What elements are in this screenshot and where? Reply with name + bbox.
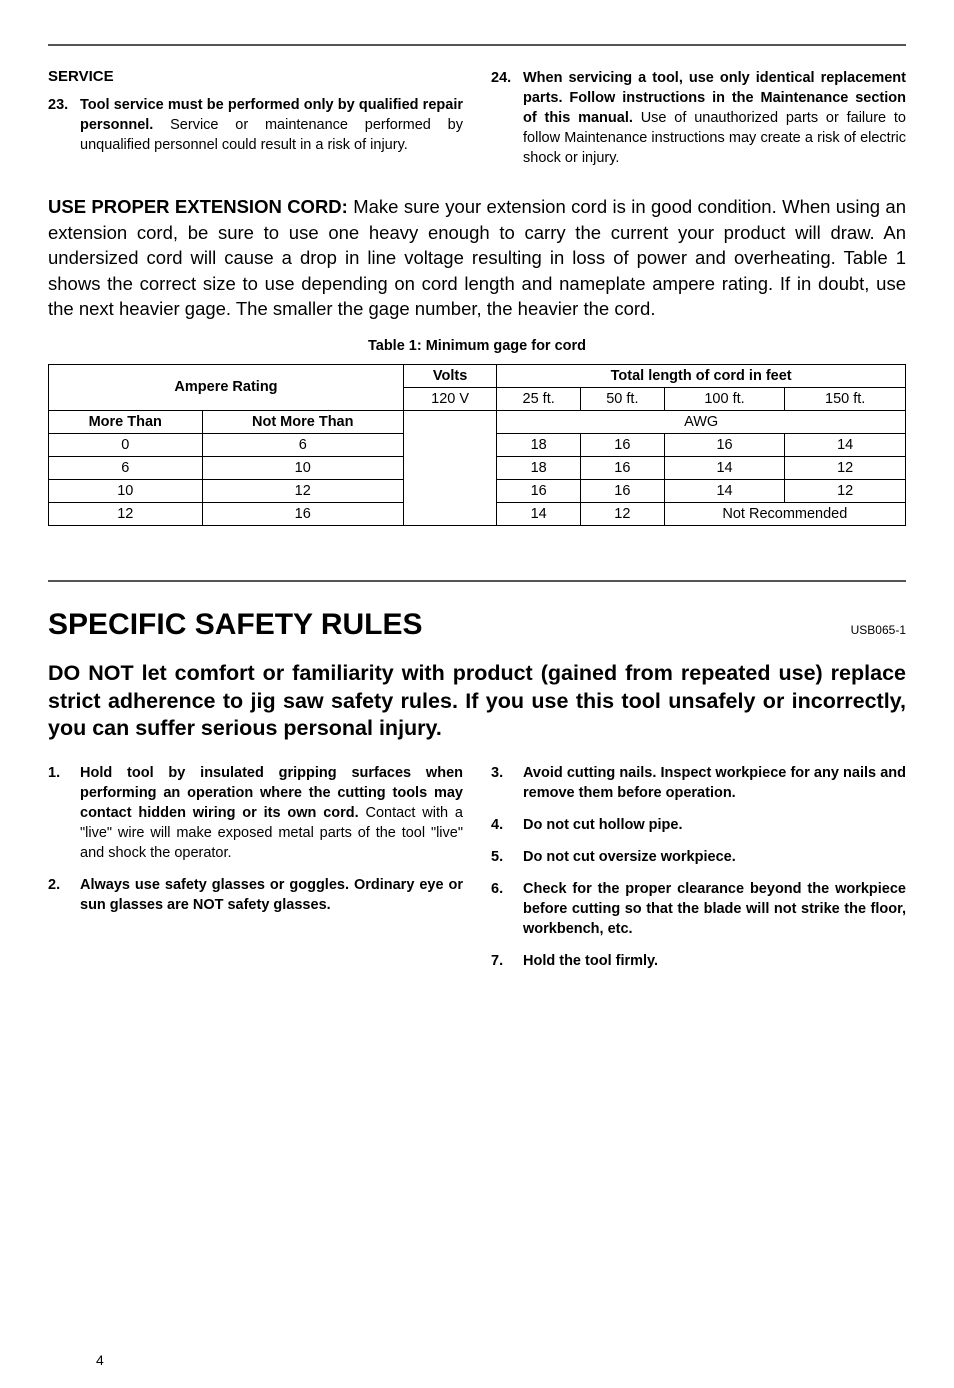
service-col-left: SERVICE 23. Tool service must be perform… bbox=[48, 68, 463, 180]
td: 0 bbox=[49, 433, 203, 456]
td: 14 bbox=[785, 433, 906, 456]
specific-col-left: 1. Hold tool by insulated gripping surfa… bbox=[48, 763, 463, 983]
specific-list-right: 3. Avoid cutting nails. Inspect workpiec… bbox=[491, 763, 906, 971]
td: 18 bbox=[497, 456, 581, 479]
th-25: 25 ft. bbox=[497, 387, 581, 410]
extension-paragraph: USE PROPER EXTENSION CORD: Make sure you… bbox=[48, 194, 906, 322]
td: 16 bbox=[497, 479, 581, 502]
th-more: More Than bbox=[49, 410, 203, 433]
th-notmore: Not More Than bbox=[202, 410, 403, 433]
item-5-num: 5. bbox=[491, 847, 503, 867]
td: 12 bbox=[785, 456, 906, 479]
item-5-bold: Do not cut oversize workpiece. bbox=[523, 849, 736, 865]
specific-code: USB065-1 bbox=[851, 623, 906, 637]
table-row: More Than Not More Than AWG bbox=[49, 410, 906, 433]
specific-list-left: 1. Hold tool by insulated gripping surfa… bbox=[48, 763, 463, 915]
service-col-right: 24. When servicing a tool, use only iden… bbox=[491, 68, 906, 180]
item-3-bold: Avoid cutting nails. Inspect workpiece f… bbox=[523, 765, 906, 801]
table-row: Ampere Rating Volts Total length of cord… bbox=[49, 364, 906, 387]
service-list-left: 23. Tool service must be performed only … bbox=[48, 95, 463, 155]
td: 14 bbox=[664, 479, 785, 502]
td: 16 bbox=[202, 502, 403, 525]
td: 12 bbox=[49, 502, 203, 525]
td: 16 bbox=[581, 456, 665, 479]
item-23-num: 23. bbox=[48, 95, 68, 115]
specific-title: SPECIFIC SAFETY RULES bbox=[48, 608, 423, 642]
th-ampere: Ampere Rating bbox=[49, 364, 404, 410]
td: 10 bbox=[49, 479, 203, 502]
td: 16 bbox=[581, 433, 665, 456]
item-23: 23. Tool service must be performed only … bbox=[48, 95, 463, 155]
service-list-right: 24. When servicing a tool, use only iden… bbox=[491, 68, 906, 168]
specific-title-row: SPECIFIC SAFETY RULES USB065-1 bbox=[48, 608, 906, 642]
rule-mid bbox=[48, 580, 906, 582]
th-120v: 120 V bbox=[403, 387, 496, 410]
td: 12 bbox=[581, 502, 665, 525]
item-4-bold: Do not cut hollow pipe. bbox=[523, 817, 682, 833]
item-6-bold: Check for the proper clearance beyond th… bbox=[523, 881, 906, 937]
page: SERVICE 23. Tool service must be perform… bbox=[48, 44, 906, 1352]
item-5: 5. Do not cut oversize workpiece. bbox=[491, 847, 906, 867]
page-number: 4 bbox=[96, 1352, 104, 1368]
extension-lead: USE PROPER EXTENSION CORD: bbox=[48, 196, 348, 217]
item-1: 1. Hold tool by insulated gripping surfa… bbox=[48, 763, 463, 863]
item-7-num: 7. bbox=[491, 951, 503, 971]
th-volts: Volts bbox=[403, 364, 496, 387]
td: 6 bbox=[202, 433, 403, 456]
item-4: 4. Do not cut hollow pipe. bbox=[491, 815, 906, 835]
specific-subhead: DO NOT let comfort or familiarity with p… bbox=[48, 660, 906, 744]
th-total: Total length of cord in feet bbox=[497, 364, 906, 387]
item-2: 2. Always use safety glasses or goggles.… bbox=[48, 875, 463, 915]
td: 18 bbox=[497, 433, 581, 456]
td: 10 bbox=[202, 456, 403, 479]
item-2-bold: Always use safety glasses or goggles. Or… bbox=[80, 877, 463, 913]
item-24: 24. When servicing a tool, use only iden… bbox=[491, 68, 906, 168]
td-voltcol bbox=[403, 410, 496, 525]
th-150: 150 ft. bbox=[785, 387, 906, 410]
item-24-num: 24. bbox=[491, 68, 511, 88]
item-6: 6. Check for the proper clearance beyond… bbox=[491, 879, 906, 939]
th-awg: AWG bbox=[497, 410, 906, 433]
td: 12 bbox=[202, 479, 403, 502]
item-3: 3. Avoid cutting nails. Inspect workpiec… bbox=[491, 763, 906, 803]
td: 12 bbox=[785, 479, 906, 502]
th-100: 100 ft. bbox=[664, 387, 785, 410]
cord-table: Ampere Rating Volts Total length of cord… bbox=[48, 364, 906, 526]
td: 16 bbox=[664, 433, 785, 456]
item-1-num: 1. bbox=[48, 763, 60, 783]
item-7: 7. Hold the tool firmly. bbox=[491, 951, 906, 971]
td: 6 bbox=[49, 456, 203, 479]
service-heading: SERVICE bbox=[48, 68, 463, 85]
td-notrec: Not Recommended bbox=[664, 502, 905, 525]
specific-columns: 1. Hold tool by insulated gripping surfa… bbox=[48, 763, 906, 983]
item-7-bold: Hold the tool firmly. bbox=[523, 953, 658, 969]
table-caption: Table 1: Minimum gage for cord bbox=[48, 338, 906, 354]
th-50: 50 ft. bbox=[581, 387, 665, 410]
item-4-num: 4. bbox=[491, 815, 503, 835]
td: 14 bbox=[664, 456, 785, 479]
rule-top bbox=[48, 44, 906, 46]
td: 14 bbox=[497, 502, 581, 525]
item-2-num: 2. bbox=[48, 875, 60, 895]
td: 16 bbox=[581, 479, 665, 502]
service-columns: SERVICE 23. Tool service must be perform… bbox=[48, 68, 906, 180]
specific-col-right: 3. Avoid cutting nails. Inspect workpiec… bbox=[491, 763, 906, 983]
item-3-num: 3. bbox=[491, 763, 503, 783]
item-6-num: 6. bbox=[491, 879, 503, 899]
